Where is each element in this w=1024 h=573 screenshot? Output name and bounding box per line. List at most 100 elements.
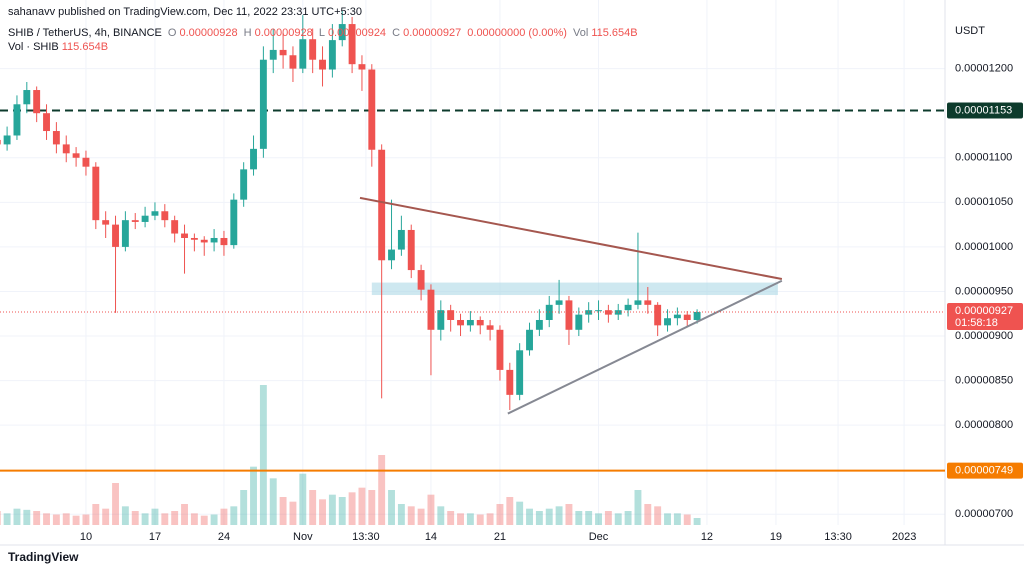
x-tick-label: Nov — [293, 531, 313, 543]
candle-body — [644, 300, 652, 305]
volume-bar — [112, 483, 119, 525]
volume-bar — [220, 508, 228, 525]
candle-body — [102, 220, 110, 225]
candle-body — [417, 270, 425, 290]
candle-body — [526, 329, 533, 351]
volume-bar — [516, 501, 524, 525]
candle-body — [683, 314, 691, 320]
candle-body — [62, 144, 70, 154]
volume-bar — [654, 506, 662, 525]
candle-body — [3, 135, 11, 145]
candle-body — [368, 69, 376, 150]
publish-text: sahanavv published on TradingView.com, D… — [8, 6, 362, 18]
volume-bar — [486, 513, 494, 525]
volume-bar — [545, 508, 553, 525]
candle-body — [181, 233, 188, 238]
volume-bar — [259, 385, 267, 525]
candle-body — [447, 310, 455, 320]
candle-body — [437, 310, 445, 330]
change: 0.00000000 (0.00%) — [467, 27, 567, 39]
volume-study: Vol · SHIB — [8, 41, 59, 53]
vol-value: 115.654B — [591, 27, 638, 39]
volume-bar — [33, 511, 41, 525]
trendline — [359, 196, 783, 280]
level-label-box — [947, 462, 1023, 479]
volume-bar — [3, 513, 11, 525]
volume-bar — [604, 511, 612, 525]
volume-bar — [397, 504, 405, 525]
volume-bar — [92, 504, 100, 525]
volume-bar — [585, 511, 593, 525]
volume-bar — [43, 513, 50, 525]
vol-label: Vol — [573, 27, 589, 39]
y-tick-label: 0.00000900 — [955, 330, 1013, 342]
volume-bar — [210, 514, 218, 525]
level-label: 0.00000749 — [955, 465, 1013, 477]
x-tick-label: 12 — [701, 531, 713, 543]
volume-bar — [476, 514, 484, 525]
volume-bar — [427, 494, 435, 525]
volume-bar — [466, 513, 474, 525]
y-tick-label: 0.00001050 — [955, 196, 1013, 208]
candle-body — [200, 239, 208, 243]
h-value: 0.00000928 — [254, 27, 313, 39]
last-price-label: 0.00000927 — [955, 305, 1013, 317]
c-label: C — [392, 27, 401, 39]
candle-body — [555, 300, 563, 305]
volume-bar — [664, 513, 671, 525]
level-label-box — [947, 102, 1023, 119]
candle-body — [289, 55, 297, 69]
candle-body — [309, 39, 317, 60]
candle-body — [13, 104, 21, 136]
y-tick-label: 0.00001100 — [955, 152, 1012, 164]
publish-line: sahanavv published on TradingView.com, D… — [8, 6, 365, 18]
volume-bar — [102, 508, 110, 525]
y-tick-label: 0.00000800 — [955, 419, 1013, 431]
volume-bar — [171, 511, 179, 525]
candle-body — [358, 64, 366, 70]
o-value: 0.00000928 — [179, 27, 238, 39]
volume-bar — [555, 506, 563, 525]
logo[interactable]: TradingView — [8, 550, 79, 564]
candle-body — [457, 319, 464, 326]
volume-bar — [417, 508, 425, 525]
candle-body — [171, 220, 179, 234]
candle-body — [673, 314, 681, 319]
candle-body — [279, 49, 287, 56]
y-tick-label: 0.00001200 — [955, 63, 1013, 75]
symbol: SHIB / TetherUS, 4h, BINANCE — [8, 27, 162, 39]
candle-body — [23, 90, 31, 105]
volume-bar — [299, 473, 307, 525]
candle-body — [220, 237, 228, 246]
volume-bar — [368, 490, 376, 525]
x-tick-label: 24 — [218, 531, 230, 543]
candle-body — [397, 229, 405, 250]
volume-bar — [131, 511, 139, 525]
volume-bar — [447, 511, 455, 525]
candle-body — [131, 220, 139, 222]
candle-body — [624, 304, 632, 311]
volume-bar — [388, 490, 395, 525]
volume-bar — [407, 506, 415, 525]
candle-body — [654, 304, 662, 326]
candle-body — [348, 24, 356, 65]
candle-body — [693, 311, 701, 320]
volume-bar — [644, 504, 652, 525]
volume-bar — [240, 490, 248, 525]
x-tick-label: 13:30 — [352, 531, 380, 543]
volume-bar — [683, 514, 691, 525]
y-tick-label: 0.00000850 — [955, 375, 1013, 387]
candle-body — [210, 237, 218, 243]
ohlc-legend: SHIB / TetherUS, 4h, BINANCE O 0.00000928… — [8, 27, 641, 39]
candle-body — [565, 300, 573, 330]
x-tick-label: 14 — [425, 531, 437, 543]
candle-body — [595, 310, 602, 312]
candle-body — [604, 310, 612, 315]
volume-bar — [624, 511, 632, 525]
volume-bar — [121, 506, 129, 525]
volume-bar — [595, 513, 602, 525]
candle-body — [269, 49, 277, 60]
volume-bar — [151, 508, 159, 525]
candle-body — [427, 289, 435, 330]
candle-body — [664, 318, 671, 326]
